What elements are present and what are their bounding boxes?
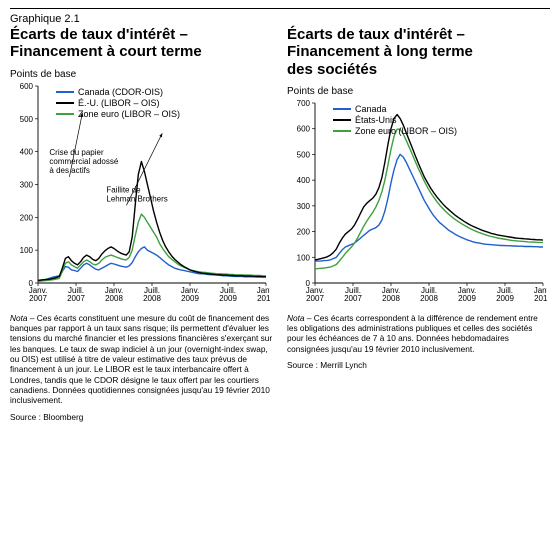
left-chart: 0100200300400500600Janv.2007Juill.2007Ja…: [10, 82, 270, 307]
left-source: Source : Bloomberg: [10, 412, 273, 422]
right-note: Nota – Ces écarts correspondent à la dif…: [287, 313, 550, 354]
svg-text:États-Unis: États-Unis: [355, 115, 397, 125]
right-title-line1: Écarts de taux d'intérêt –: [287, 26, 465, 43]
svg-text:2010: 2010: [257, 294, 270, 303]
page: Graphique 2.1 Écarts de taux d'intérêt –…: [0, 0, 560, 557]
left-title: Écarts de taux d'intérêt – Financement à…: [10, 26, 273, 61]
svg-text:2008: 2008: [105, 294, 123, 303]
right-title-line2: Financement à long terme: [287, 43, 473, 60]
left-title-line2: Financement à court terme: [10, 43, 202, 60]
svg-text:2009: 2009: [458, 294, 476, 303]
svg-text:600: 600: [20, 82, 34, 91]
svg-text:300: 300: [20, 180, 34, 189]
svg-text:2007: 2007: [306, 294, 324, 303]
svg-text:Canada: Canada: [355, 104, 387, 114]
svg-text:2008: 2008: [143, 294, 161, 303]
right-title-line3: des sociétés: [287, 61, 377, 78]
left-y-label: Points de base: [10, 69, 273, 80]
figure-label-spacer: [287, 13, 550, 25]
svg-text:2010: 2010: [534, 294, 547, 303]
svg-text:200: 200: [20, 213, 34, 222]
top-rule: [10, 8, 550, 9]
right-title: Écarts de taux d'intérêt – Financement à…: [287, 26, 550, 78]
left-note: Nota – Ces écarts constituent une mesure…: [10, 313, 273, 406]
right-y-label: Points de base: [287, 86, 550, 97]
svg-text:Lehman Brothers: Lehman Brothers: [106, 194, 167, 203]
left-title-line1: Écarts de taux d'intérêt –: [10, 26, 188, 43]
svg-text:Zone euro (LIBOR – OIS): Zone euro (LIBOR – OIS): [355, 126, 457, 136]
svg-text:500: 500: [20, 114, 34, 123]
svg-text:2007: 2007: [344, 294, 362, 303]
svg-text:commercial adossé: commercial adossé: [49, 156, 118, 165]
svg-text:à des actifs: à des actifs: [49, 165, 89, 174]
svg-text:2009: 2009: [181, 294, 199, 303]
charts-row: Graphique 2.1 Écarts de taux d'intérêt –…: [10, 13, 550, 422]
svg-text:100: 100: [297, 253, 311, 262]
svg-text:2009: 2009: [496, 294, 514, 303]
svg-text:Canada (CDOR-OIS): Canada (CDOR-OIS): [78, 87, 163, 97]
svg-text:2007: 2007: [29, 294, 47, 303]
figure-label: Graphique 2.1: [10, 13, 273, 25]
svg-text:100: 100: [20, 246, 34, 255]
svg-text:200: 200: [297, 227, 311, 236]
svg-text:2008: 2008: [420, 294, 438, 303]
svg-text:Zone euro (LIBOR – OIS): Zone euro (LIBOR – OIS): [78, 109, 180, 119]
svg-text:300: 300: [297, 202, 311, 211]
svg-text:400: 400: [297, 176, 311, 185]
right-column: Écarts de taux d'intérêt – Financement à…: [287, 13, 550, 422]
svg-text:2009: 2009: [219, 294, 237, 303]
svg-text:2008: 2008: [382, 294, 400, 303]
svg-text:2007: 2007: [67, 294, 85, 303]
svg-text:400: 400: [20, 147, 34, 156]
svg-text:500: 500: [297, 150, 311, 159]
svg-text:É.-U. (LIBOR – OIS): É.-U. (LIBOR – OIS): [78, 98, 160, 108]
svg-text:Crise du papier: Crise du papier: [49, 147, 104, 156]
right-chart: 0100200300400500600700Janv.2007Juill.200…: [287, 99, 547, 307]
svg-text:600: 600: [297, 124, 311, 133]
svg-text:700: 700: [297, 99, 311, 108]
left-column: Graphique 2.1 Écarts de taux d'intérêt –…: [10, 13, 273, 422]
right-source: Source : Merrill Lynch: [287, 360, 550, 370]
